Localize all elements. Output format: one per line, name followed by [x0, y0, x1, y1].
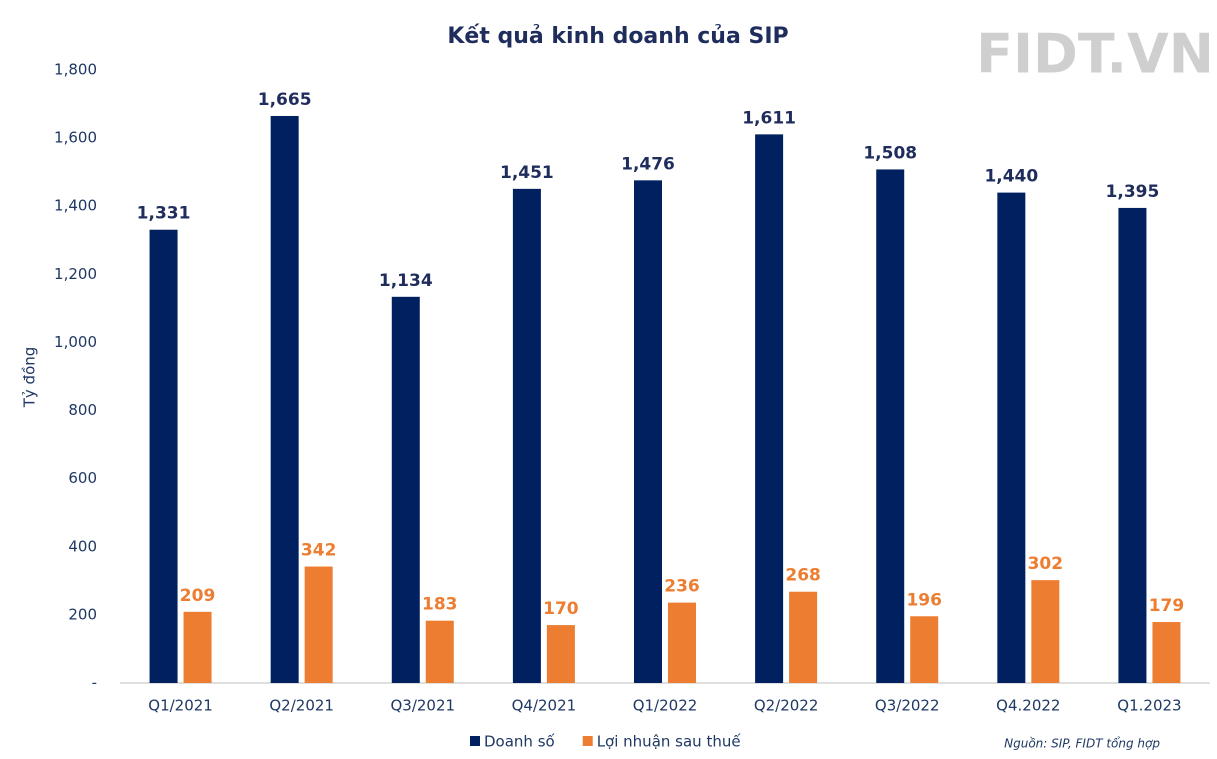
bar [512, 188, 541, 683]
bar [668, 602, 696, 683]
y-tick-label: - [92, 674, 97, 692]
legend-label: Doanh số [484, 733, 556, 751]
bar [876, 169, 905, 684]
bar [270, 115, 299, 684]
data-label: 1,440 [984, 167, 1038, 187]
data-label: 1,451 [500, 163, 554, 183]
bar [910, 616, 939, 683]
x-tick-label: Q2/2022 [754, 697, 819, 715]
data-label: 179 [1149, 596, 1185, 616]
data-label: 183 [422, 595, 458, 615]
x-tick-label: Q4.2022 [996, 697, 1060, 715]
data-label: 1,508 [863, 143, 917, 163]
y-tick-label: 1,400 [54, 197, 97, 215]
legend-label: Lợi nhuận sau thuế [597, 733, 742, 751]
bar [425, 620, 454, 683]
y-axis-title: Tỷ đồng [21, 347, 39, 409]
x-tick-label: Q1/2022 [633, 697, 698, 715]
bar [1152, 622, 1181, 683]
y-tick-label: 1,000 [54, 333, 97, 351]
y-tick-label: 200 [68, 605, 97, 623]
x-tick-label: Q4/2021 [512, 697, 577, 715]
y-tick-label: 400 [68, 537, 97, 555]
y-tick-label: 1,600 [54, 129, 97, 147]
data-label: 1,665 [258, 90, 312, 110]
data-label: 1,476 [621, 154, 675, 174]
legend-swatch [582, 736, 593, 746]
bar [634, 180, 662, 683]
data-label: 342 [301, 541, 337, 561]
source-note: Nguồn: SIP, FIDT tổng hợp [1004, 737, 1160, 751]
x-tick-label: Q1.2023 [1117, 697, 1181, 715]
data-label: 196 [906, 590, 942, 610]
bar [183, 611, 212, 683]
data-label: 209 [180, 586, 216, 606]
bar [997, 192, 1026, 683]
data-label: 236 [664, 577, 700, 597]
bar [755, 134, 784, 684]
y-tick-label: 1,200 [54, 265, 97, 283]
data-label: 1,134 [379, 271, 433, 291]
data-label: 170 [543, 599, 579, 619]
bar [546, 625, 575, 683]
y-tick-label: 1,800 [54, 61, 97, 79]
legend-swatch [470, 736, 480, 746]
bar [304, 566, 333, 683]
data-label: 302 [1028, 554, 1064, 574]
bar [149, 229, 178, 683]
x-tick-label: Q2/2021 [269, 697, 334, 715]
bar [391, 296, 420, 683]
data-label: 268 [785, 566, 821, 586]
bar [789, 591, 818, 683]
y-tick-label: 600 [68, 469, 97, 487]
bar [1031, 580, 1060, 683]
watermark: FIDT.VN [976, 23, 1214, 86]
data-label: 1,331 [137, 204, 191, 224]
chart-title: Kết quả kinh doanh của SIP [447, 24, 788, 49]
bar [1118, 207, 1147, 684]
x-tick-label: Q3/2022 [875, 697, 940, 715]
data-label: 1,395 [1106, 182, 1160, 202]
x-tick-label: Q3/2021 [390, 697, 455, 715]
y-tick-label: 800 [68, 401, 97, 419]
x-tick-label: Q1/2021 [148, 697, 213, 715]
data-label: 1,611 [742, 108, 796, 128]
